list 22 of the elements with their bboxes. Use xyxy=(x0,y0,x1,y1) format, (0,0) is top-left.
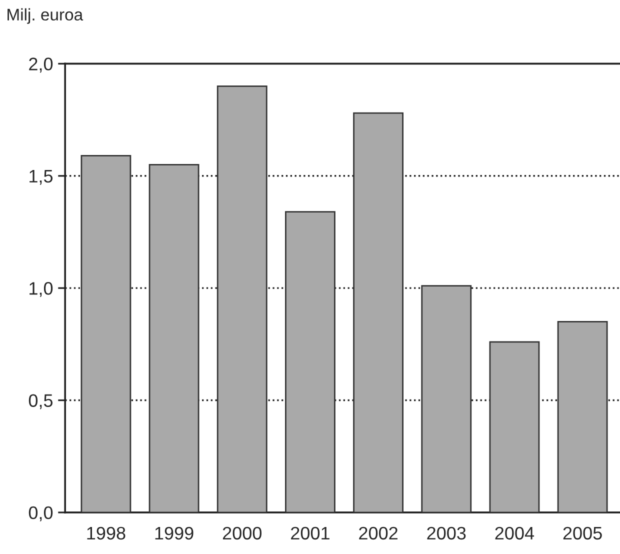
x-tick-label: 1999 xyxy=(155,526,194,540)
y-tick-label: 2,0 xyxy=(29,58,53,73)
y-tick-label: 0,0 xyxy=(28,506,53,522)
x-tick-label: 2002 xyxy=(359,526,398,540)
bar xyxy=(489,341,540,512)
y-tick-label: 1,5 xyxy=(30,170,53,185)
y-tick-label: 1,0 xyxy=(30,282,53,297)
bar xyxy=(80,155,132,512)
y-axis-title: Milj. euroa xyxy=(8,8,84,24)
x-tick-label: 2000 xyxy=(222,526,262,540)
x-tick-label: 2003 xyxy=(427,526,466,540)
bar xyxy=(353,112,404,512)
bar xyxy=(557,321,608,512)
x-tick-label: 2001 xyxy=(291,526,330,540)
y-tick-label: 0,5 xyxy=(28,394,53,410)
bar xyxy=(216,85,268,512)
bar xyxy=(421,285,472,512)
x-tick-label: 2004 xyxy=(495,526,534,540)
x-tick-label: 1998 xyxy=(87,526,126,540)
bar xyxy=(285,211,336,512)
x-tick-label: 2005 xyxy=(563,526,602,540)
bar xyxy=(148,164,200,512)
